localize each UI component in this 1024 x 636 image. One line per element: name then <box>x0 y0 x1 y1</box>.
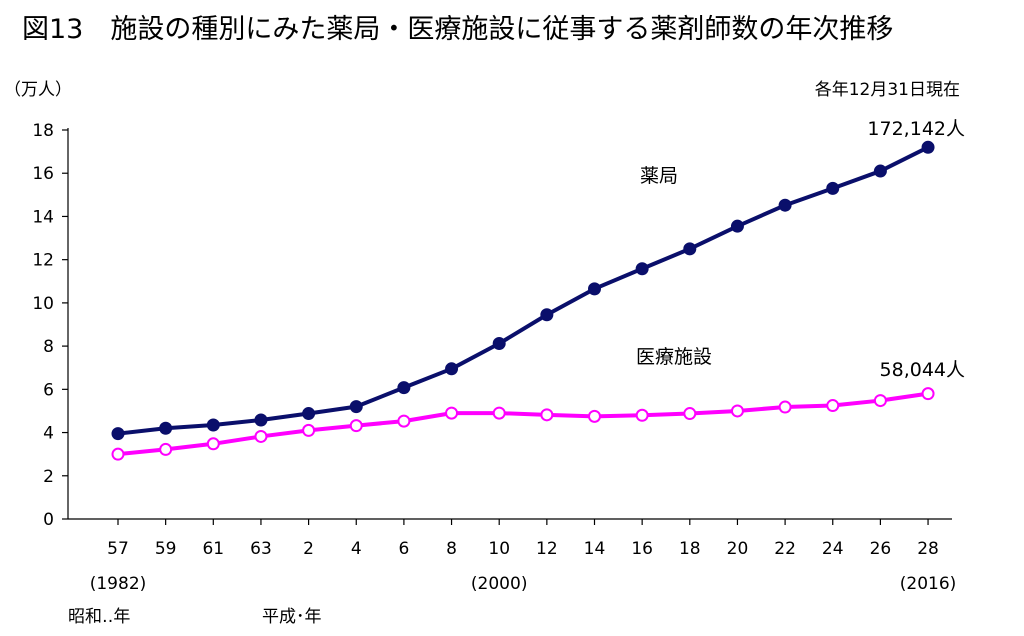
year-note-2000: (2000) <box>471 574 528 594</box>
data-point-series-1 <box>159 442 173 456</box>
year-note-2016: (2016) <box>900 574 957 594</box>
x-tick-label: 2 <box>303 539 314 559</box>
series-label-medical: 医療施設 <box>636 346 712 368</box>
data-point-series-0 <box>159 421 173 435</box>
chart-title: 図13 施設の種別にみた薬局・医療施設に従事する薬剤師数の年次推移 <box>22 14 893 45</box>
x-axis-ticks: 57 59 61 63 2 4 6 8 10 12 14 16 18 20 22 24 26 28 <box>107 519 939 559</box>
data-point-series-0 <box>588 282 601 296</box>
data-point-series-1 <box>683 407 697 421</box>
data-point-series-1 <box>635 408 649 422</box>
data-point-series-0 <box>349 400 363 414</box>
data-point-series-0 <box>206 418 220 432</box>
x-tick-label: 24 <box>822 539 844 559</box>
series-line-0 <box>117 145 929 436</box>
data-point-series-0 <box>873 164 887 178</box>
data-point-series-0 <box>683 242 697 256</box>
y-tick-label: 14 <box>32 207 54 227</box>
y-tick-label: 16 <box>32 164 54 184</box>
x-tick-label: 8 <box>446 539 457 559</box>
y-axis-label: （万人） <box>4 80 72 100</box>
x-tick-label: 28 <box>917 539 939 559</box>
data-point-series-1 <box>540 408 554 422</box>
data-point-series-1 <box>397 414 411 428</box>
end-label-pharmacy: 172,142人 <box>867 118 965 140</box>
data-point-series-1 <box>302 423 316 437</box>
data-point-series-0 <box>254 413 268 427</box>
series-layer <box>111 140 935 461</box>
data-point-series-0 <box>492 337 506 351</box>
data-point-series-1 <box>492 406 506 420</box>
data-point-series-0 <box>921 140 935 154</box>
era-label-heisei: 平成･年 <box>262 607 322 627</box>
y-tick-label: 10 <box>32 294 54 314</box>
y-axis-ticks: 0 2 4 6 8 10 12 14 16 18 <box>32 121 68 530</box>
x-tick-label: 61 <box>202 539 224 559</box>
data-point-series-0 <box>302 407 316 421</box>
x-tick-label: 20 <box>727 539 749 559</box>
data-point-series-0 <box>826 181 840 195</box>
data-point-series-1 <box>254 429 268 443</box>
x-tick-label: 59 <box>155 539 177 559</box>
x-tick-label: 63 <box>250 539 272 559</box>
end-label-medical: 58,044人 <box>880 359 965 381</box>
data-point-series-0 <box>397 381 411 395</box>
data-point-series-1 <box>778 400 792 414</box>
x-tick-label: 57 <box>107 539 129 559</box>
series-label-pharmacy: 薬局 <box>640 165 678 187</box>
x-tick-label: 10 <box>488 539 510 559</box>
y-tick-label: 4 <box>43 424 54 444</box>
y-tick-label: 0 <box>43 510 54 530</box>
y-tick-label: 6 <box>43 380 54 400</box>
x-tick-label: 22 <box>774 539 796 559</box>
data-point-series-1 <box>873 394 887 408</box>
era-label-showa: 昭和‥年 <box>68 607 130 627</box>
y-tick-label: 2 <box>43 467 54 487</box>
data-point-series-0 <box>778 198 792 212</box>
chart-subtitle: 各年12月31日現在 <box>815 80 960 100</box>
y-tick-label: 12 <box>32 251 54 271</box>
data-point-series-1 <box>921 387 935 401</box>
y-tick-label: 8 <box>43 337 54 357</box>
data-point-series-0 <box>540 308 554 322</box>
series-line-1 <box>117 391 929 457</box>
x-tick-label: 16 <box>631 539 653 559</box>
data-point-series-0 <box>111 427 125 441</box>
x-tick-label: 12 <box>536 539 558 559</box>
y-tick-label: 18 <box>32 121 54 141</box>
data-point-series-0 <box>730 219 744 233</box>
data-point-series-1 <box>206 437 220 451</box>
data-point-series-1 <box>349 419 363 433</box>
data-point-series-0 <box>635 262 649 276</box>
data-point-series-1 <box>111 447 125 461</box>
x-tick-label: 18 <box>679 539 701 559</box>
x-tick-label: 14 <box>584 539 606 559</box>
year-note-1982: (1982) <box>90 574 147 594</box>
x-tick-label: 6 <box>398 539 409 559</box>
x-tick-label: 26 <box>870 539 892 559</box>
x-tick-label: 4 <box>351 539 362 559</box>
data-point-series-1 <box>445 406 459 420</box>
data-point-series-1 <box>826 399 840 413</box>
data-point-series-1 <box>588 409 601 423</box>
data-point-series-0 <box>445 362 459 376</box>
data-point-series-1 <box>730 404 744 418</box>
